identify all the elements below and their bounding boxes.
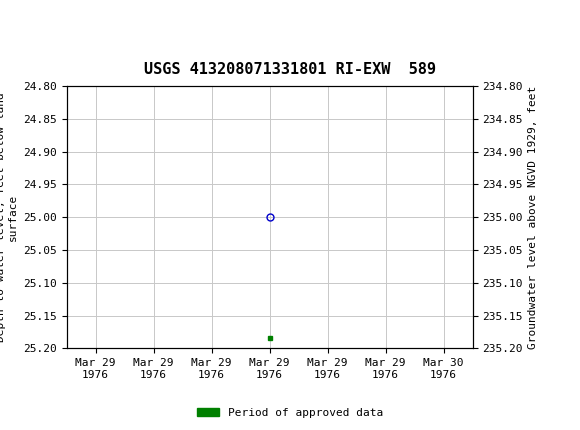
Text: USGS 413208071331801 RI-EXW  589: USGS 413208071331801 RI-EXW 589 bbox=[144, 62, 436, 77]
Text: USGS: USGS bbox=[39, 9, 99, 28]
Y-axis label: Groundwater level above NGVD 1929, feet: Groundwater level above NGVD 1929, feet bbox=[528, 86, 538, 349]
Legend: Period of approved data: Period of approved data bbox=[193, 403, 387, 422]
Y-axis label: Depth to water level, feet below land
surface: Depth to water level, feet below land su… bbox=[0, 92, 17, 342]
